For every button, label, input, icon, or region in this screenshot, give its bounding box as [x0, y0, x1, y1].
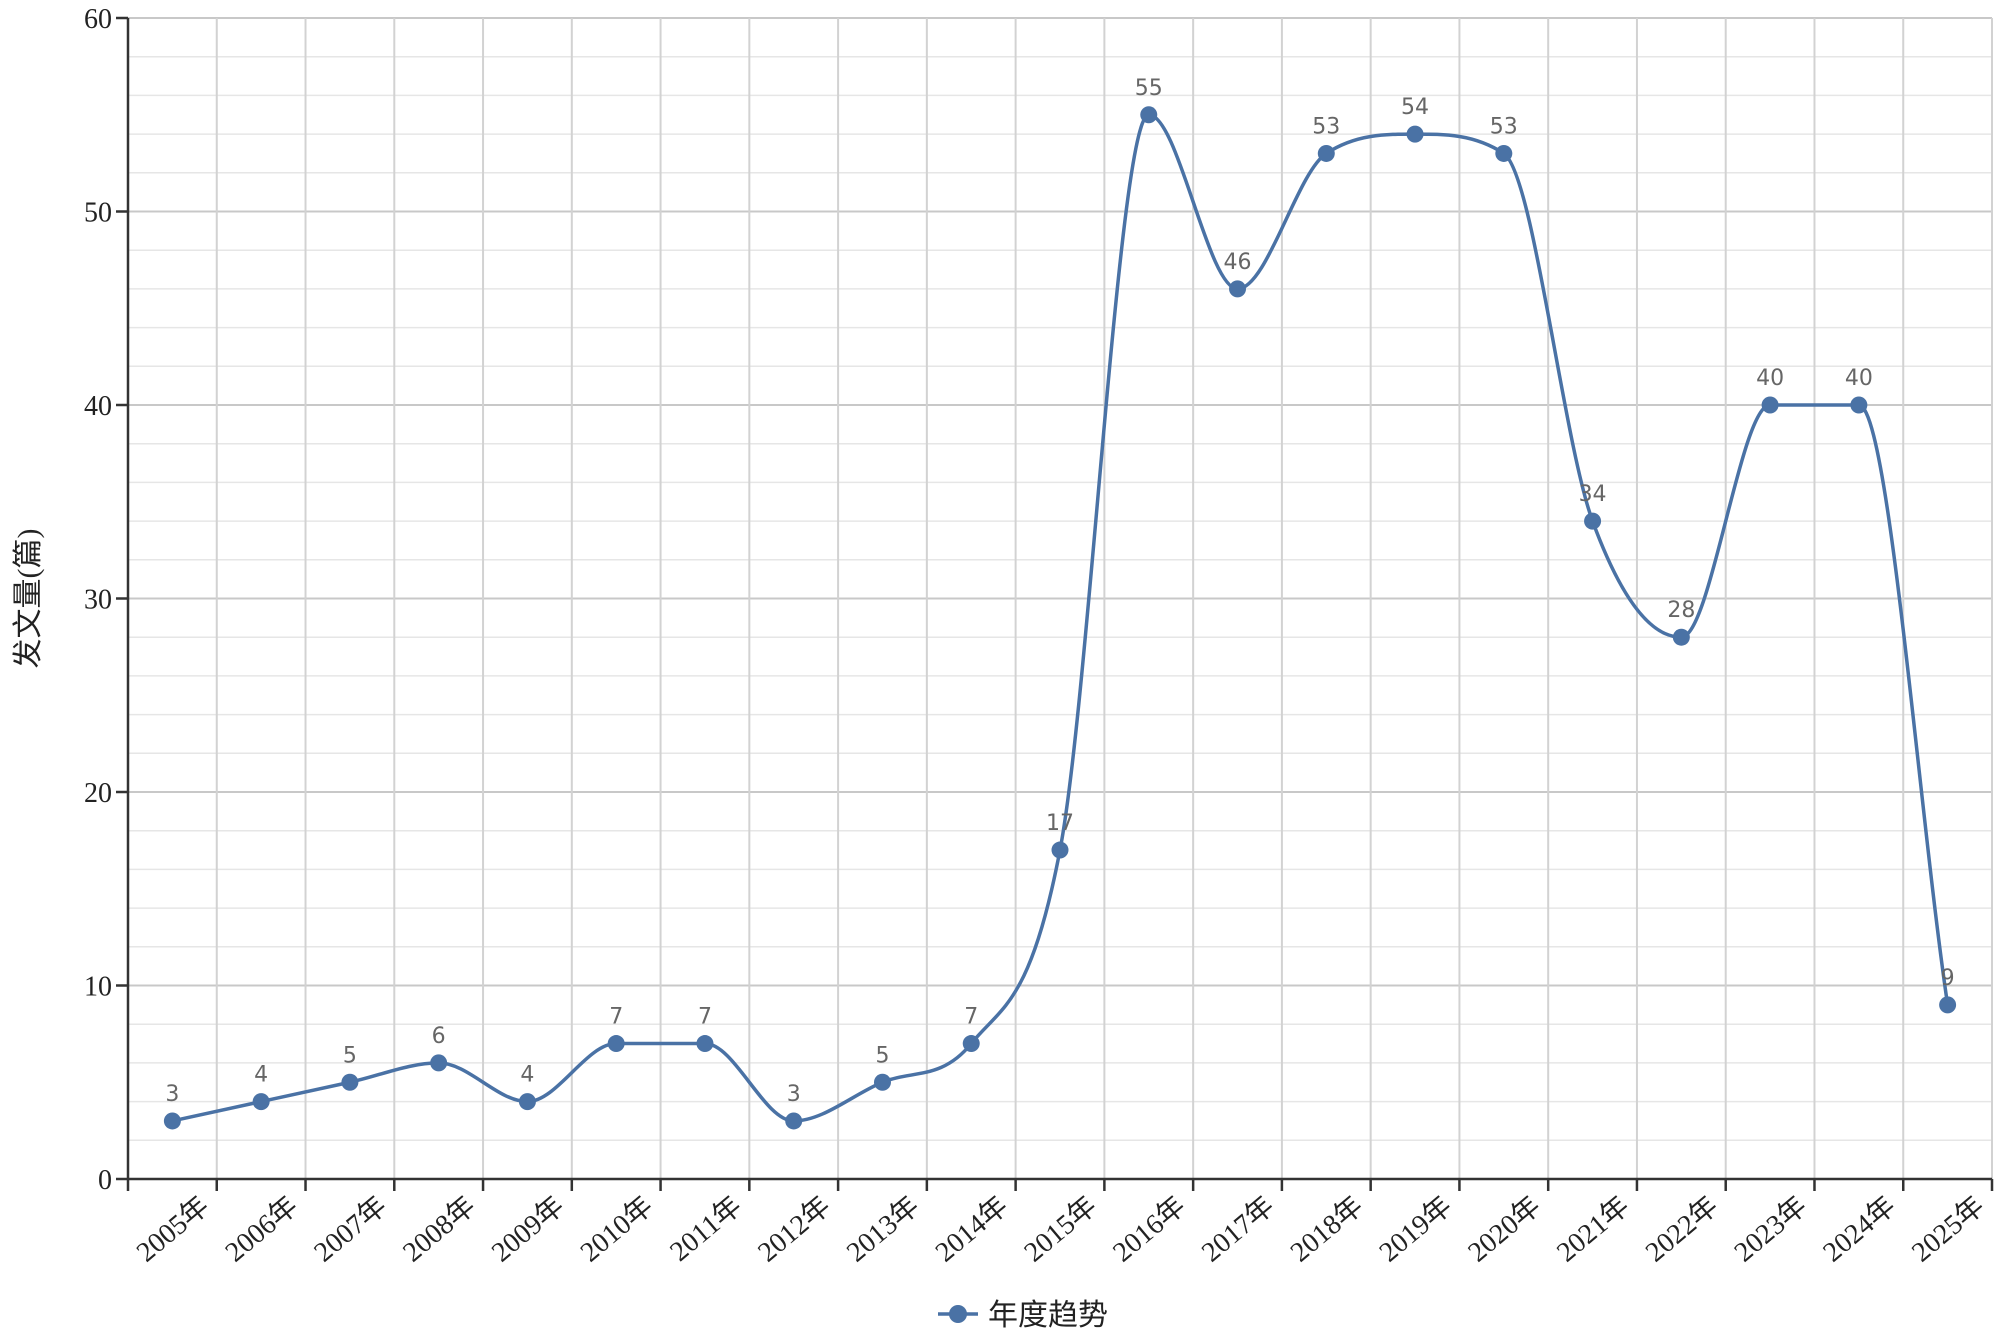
data-point: [785, 1112, 803, 1130]
data-label: 7: [698, 1005, 712, 1030]
data-point: [163, 1112, 181, 1130]
data-point: [430, 1054, 448, 1072]
data-label: 53: [1490, 114, 1518, 139]
data-point: [1317, 144, 1335, 162]
x-tick-label: 2009年: [485, 1190, 570, 1269]
x-tick-label: 2021年: [1551, 1190, 1636, 1269]
x-tick-label: 2015年: [1018, 1190, 1103, 1269]
data-point: [1584, 512, 1602, 530]
x-tick-label: 2010年: [574, 1190, 659, 1269]
data-label: 9: [1941, 966, 1955, 991]
x-tick-label: 2011年: [664, 1190, 748, 1268]
data-point: [518, 1093, 536, 1111]
data-point: [962, 1035, 980, 1053]
data-point: [607, 1035, 625, 1053]
legend[interactable]: 年度趋势: [938, 1299, 1108, 1332]
data-label: 40: [1845, 366, 1873, 391]
data-label: 7: [609, 1005, 623, 1030]
legend-marker-dot: [949, 1305, 967, 1323]
data-point: [341, 1073, 359, 1091]
data-point: [1051, 841, 1069, 859]
data-label: 4: [520, 1063, 534, 1088]
x-tick-label: 2017年: [1195, 1190, 1280, 1269]
data-point: [1939, 996, 1957, 1014]
y-tick-label: 0: [98, 1165, 112, 1196]
data-point: [696, 1035, 714, 1053]
data-label: 6: [432, 1024, 446, 1049]
data-label: 55: [1135, 76, 1163, 101]
data-label: 3: [787, 1082, 801, 1107]
x-tick-label: 2023年: [1728, 1190, 1813, 1269]
data-point: [252, 1093, 270, 1111]
data-label: 34: [1579, 482, 1607, 507]
x-tick-label: 2007年: [308, 1190, 393, 1269]
x-tick-label: 2014年: [929, 1190, 1014, 1269]
data-point: [1850, 396, 1868, 414]
y-tick-label: 10: [84, 972, 112, 1003]
x-tick-label: 2025年: [1906, 1190, 1991, 1269]
data-label: 7: [964, 1005, 978, 1030]
data-label: 46: [1224, 250, 1252, 275]
x-tick-label: 2012年: [752, 1190, 837, 1269]
data-label: 5: [343, 1043, 357, 1068]
data-label: 53: [1312, 114, 1340, 139]
x-tick-label: 2008年: [397, 1190, 482, 1269]
data-label: 40: [1756, 366, 1784, 391]
data-point: [1229, 280, 1247, 298]
x-tick-label: 2020年: [1462, 1190, 1547, 1269]
x-tick-label: 2006年: [219, 1190, 304, 1269]
data-point: [1495, 144, 1513, 162]
x-tick-label: 2018年: [1284, 1190, 1369, 1269]
data-label: 3: [165, 1082, 179, 1107]
x-tick-label: 2022年: [1639, 1190, 1724, 1269]
x-tick-label: 2016年: [1107, 1190, 1192, 1269]
y-tick-label: 60: [84, 4, 112, 35]
data-label: 54: [1401, 95, 1429, 120]
data-point: [1761, 396, 1779, 414]
y-tick-label: 30: [84, 585, 112, 616]
y-tick-label: 50: [84, 198, 112, 229]
data-point: [1672, 628, 1690, 646]
x-tick-label: 2005年: [130, 1190, 215, 1269]
data-point: [1406, 125, 1424, 143]
y-axis-label: 发文量(篇): [12, 529, 45, 669]
x-tick-label: 2013年: [840, 1190, 925, 1269]
x-tick-label: 2019年: [1373, 1190, 1458, 1269]
data-label: 4: [254, 1063, 268, 1088]
y-tick-label: 40: [84, 391, 112, 422]
y-tick-label: 20: [84, 778, 112, 809]
x-tick-label: 2024年: [1817, 1190, 1902, 1269]
data-label: 5: [875, 1043, 889, 1068]
grid: [128, 17, 1993, 1180]
data-point: [1140, 106, 1158, 124]
data-label: 28: [1667, 598, 1695, 623]
series-line: [172, 112, 1950, 1123]
series-layer: [163, 106, 1957, 1130]
legend-label: 年度趋势: [988, 1299, 1108, 1332]
data-point: [873, 1073, 891, 1091]
data-label: 17: [1046, 811, 1074, 836]
